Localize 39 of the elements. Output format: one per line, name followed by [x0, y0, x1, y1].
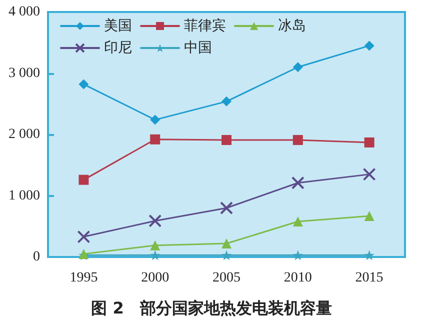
point [364, 137, 374, 148]
y-tick-label: 3 000 [8, 66, 40, 81]
legend-label: 美国 [104, 18, 132, 34]
point [222, 96, 232, 106]
x-tick-label: 2000 [141, 270, 170, 286]
point [150, 250, 160, 260]
legend-label: 冰岛 [278, 18, 306, 34]
y-tick-label: 4 000 [8, 4, 40, 20]
point [292, 135, 303, 146]
point [78, 79, 89, 90]
point [364, 250, 374, 260]
point [77, 230, 90, 244]
point [364, 40, 374, 51]
point [150, 134, 160, 144]
point [292, 250, 303, 260]
x-tick-label: 2015 [355, 270, 384, 286]
point [362, 168, 376, 181]
text: 图 2 部分国家地热发电装机容量 [91, 298, 332, 318]
point [291, 176, 304, 190]
legend-label: 印尼 [104, 40, 132, 56]
x-tick-label: 1995 [70, 270, 98, 286]
point [364, 210, 374, 221]
point [222, 238, 232, 249]
legend-label: 菲律宾 [184, 18, 226, 34]
point [150, 240, 160, 250]
y-tick-label: 2 000 [8, 127, 40, 142]
legend-label: 中国 [184, 40, 212, 56]
point [150, 114, 160, 125]
point [220, 202, 233, 214]
point [222, 250, 232, 260]
point [78, 174, 89, 185]
point [292, 62, 303, 72]
x-tick-label: 2010 [284, 270, 312, 286]
point [148, 214, 162, 228]
point [292, 216, 303, 226]
y-tick-label: 0 [33, 250, 40, 264]
y-tick-label: 1 000 [8, 188, 40, 204]
point [222, 135, 232, 146]
x-tick-label: 2005 [212, 270, 240, 286]
